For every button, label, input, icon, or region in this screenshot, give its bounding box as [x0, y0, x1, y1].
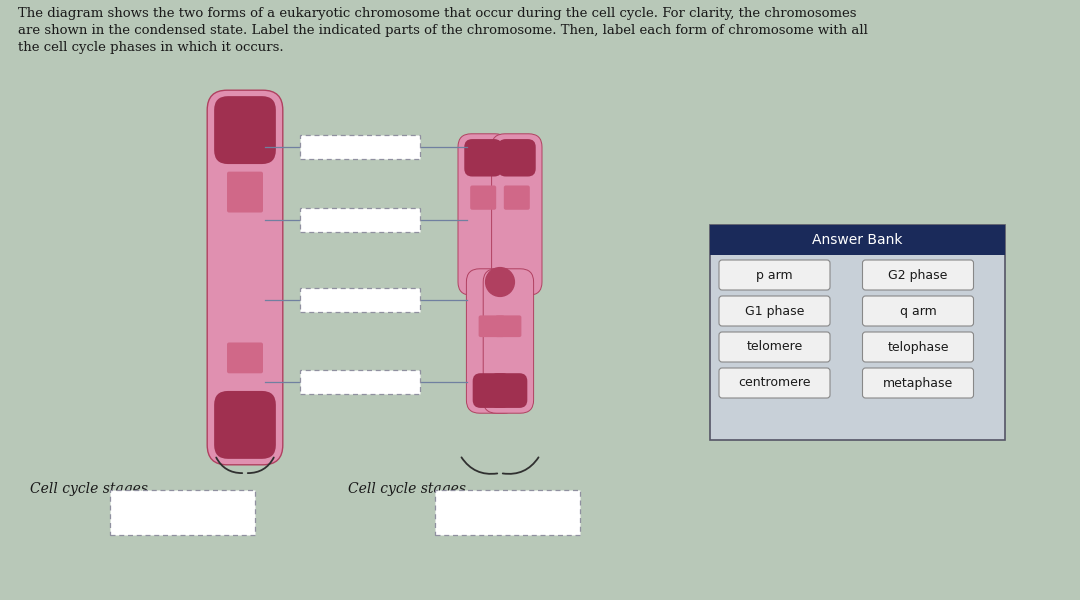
Text: centromere: centromere [739, 377, 811, 389]
FancyBboxPatch shape [464, 139, 502, 176]
FancyBboxPatch shape [498, 139, 536, 176]
FancyBboxPatch shape [458, 134, 509, 295]
FancyBboxPatch shape [227, 343, 264, 373]
FancyBboxPatch shape [300, 208, 420, 232]
FancyBboxPatch shape [863, 260, 973, 290]
FancyBboxPatch shape [710, 225, 1005, 255]
FancyBboxPatch shape [300, 370, 420, 394]
FancyBboxPatch shape [435, 490, 580, 535]
FancyBboxPatch shape [483, 269, 534, 413]
FancyBboxPatch shape [214, 391, 275, 459]
FancyBboxPatch shape [863, 296, 973, 326]
FancyBboxPatch shape [503, 185, 530, 210]
FancyBboxPatch shape [489, 373, 527, 408]
FancyBboxPatch shape [491, 134, 542, 295]
Text: q arm: q arm [900, 304, 936, 317]
Text: telomere: telomere [746, 340, 802, 353]
FancyBboxPatch shape [710, 225, 1005, 440]
Text: Cell cycle stages: Cell cycle stages [30, 482, 148, 496]
Circle shape [486, 268, 514, 296]
Text: Cell cycle stages: Cell cycle stages [348, 482, 465, 496]
FancyBboxPatch shape [300, 135, 420, 159]
FancyBboxPatch shape [227, 172, 264, 212]
Text: G1 phase: G1 phase [745, 304, 805, 317]
FancyBboxPatch shape [110, 490, 255, 535]
FancyBboxPatch shape [470, 185, 496, 210]
Text: metaphase: metaphase [882, 377, 954, 389]
Text: Answer Bank: Answer Bank [812, 233, 903, 247]
FancyBboxPatch shape [719, 296, 831, 326]
FancyBboxPatch shape [719, 260, 831, 290]
FancyBboxPatch shape [863, 332, 973, 362]
FancyBboxPatch shape [719, 368, 831, 398]
Text: the cell cycle phases in which it occurs.: the cell cycle phases in which it occurs… [18, 41, 284, 54]
Text: The diagram shows the two forms of a eukaryotic chromosome that occur during the: The diagram shows the two forms of a euk… [18, 7, 856, 20]
Text: G2 phase: G2 phase [889, 269, 947, 281]
Text: p arm: p arm [756, 269, 793, 281]
Text: telophase: telophase [888, 340, 948, 353]
FancyBboxPatch shape [863, 368, 973, 398]
FancyBboxPatch shape [719, 332, 831, 362]
FancyBboxPatch shape [300, 288, 420, 312]
Text: are shown in the condensed state. Label the indicated parts of the chromosome. T: are shown in the condensed state. Label … [18, 24, 868, 37]
FancyBboxPatch shape [473, 373, 511, 408]
FancyBboxPatch shape [214, 96, 275, 164]
FancyBboxPatch shape [207, 90, 283, 465]
FancyBboxPatch shape [478, 316, 504, 337]
FancyBboxPatch shape [496, 316, 522, 337]
FancyBboxPatch shape [467, 269, 517, 413]
